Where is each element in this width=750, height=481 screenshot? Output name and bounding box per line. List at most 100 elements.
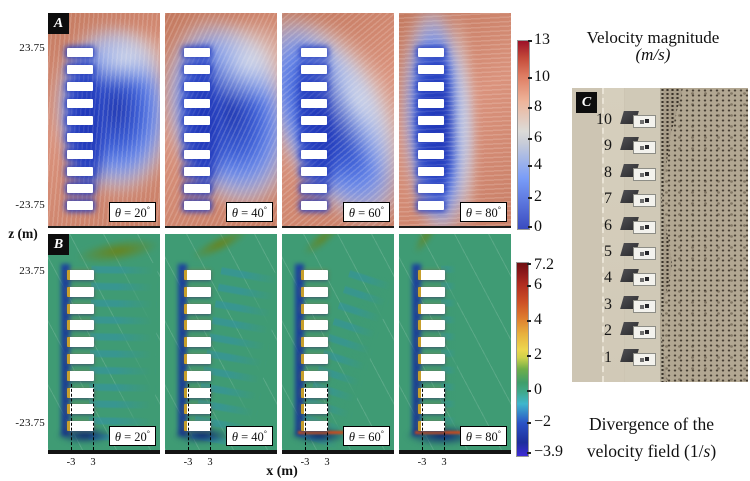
building-body (633, 141, 656, 154)
building-block (184, 303, 211, 314)
building-block (67, 421, 94, 432)
divergence-blob (56, 427, 114, 444)
building-icon (620, 136, 658, 155)
colorbar-tick-mark (527, 355, 531, 357)
colorbar-tick-mark (528, 40, 532, 42)
building-row: 2 (572, 321, 748, 340)
vegetation-texture (660, 88, 748, 382)
panel-c-label: C (576, 92, 597, 113)
colorbar-tick-mark (527, 285, 531, 287)
divergence-tick: 6 (534, 276, 542, 293)
x-axis-label: x (m) (266, 464, 298, 479)
building-block (301, 320, 328, 331)
building-row: 4 (572, 268, 748, 287)
building-number: 7 (604, 190, 612, 207)
building-block (418, 82, 444, 91)
panel-a-theta-20: A θ = 20° (48, 13, 160, 228)
z-tick-top-b: 23.75 (19, 265, 45, 277)
building-block (184, 404, 211, 415)
building-row: 10 (572, 110, 748, 129)
building-block (67, 133, 93, 142)
divergence-tick: 4 (534, 311, 542, 328)
building-icon (620, 216, 658, 235)
building-icon (620, 268, 658, 287)
convergence-strip (178, 264, 187, 436)
building-column (165, 234, 277, 450)
building-body (633, 247, 656, 260)
building-block (184, 320, 211, 331)
streamline-texture (399, 13, 511, 226)
colorbar-tick-mark (528, 77, 532, 79)
panel-a-label: A (48, 13, 69, 34)
building-icon (620, 242, 658, 261)
building-block (67, 48, 93, 57)
building-block (301, 270, 328, 280)
velocity-tick: 2 (534, 188, 542, 205)
building-block (184, 150, 210, 159)
building-block (418, 150, 444, 159)
building-row: 7 (572, 189, 748, 208)
theta-label: θ = 40° (225, 425, 273, 446)
building-column (165, 13, 277, 226)
x-tick: -3 (300, 457, 310, 468)
building-block (418, 387, 445, 398)
divergence-caption-line2: velocity field (1/s) (586, 441, 717, 461)
divergence-tick: 0 (534, 381, 542, 398)
building-block (418, 354, 445, 364)
building-icon (620, 348, 658, 367)
colorbar-tick-mark (528, 165, 532, 167)
building-block (67, 82, 93, 91)
building-block (301, 48, 327, 57)
building-block (418, 320, 445, 331)
colorbar-tick-mark (528, 107, 532, 109)
panel-b-label: B (48, 234, 69, 255)
streamline-texture (48, 13, 160, 226)
building-number: 4 (604, 269, 612, 286)
convergence-strip (61, 264, 70, 436)
building-row: 8 (572, 163, 748, 182)
building-block (67, 270, 94, 280)
building-block (418, 184, 444, 193)
building-block (418, 286, 445, 297)
building-body (633, 300, 656, 313)
building-number: 2 (604, 322, 612, 339)
building-block (67, 404, 94, 415)
building-block (184, 337, 211, 348)
building-block (418, 270, 445, 280)
building-block (67, 370, 94, 381)
building-block (184, 370, 211, 381)
building-block (184, 421, 211, 432)
building-block (418, 404, 445, 415)
z-tick-bottom-a: -23.75 (15, 199, 45, 211)
building-block (184, 99, 210, 108)
building-block (67, 320, 94, 331)
building-block (67, 354, 94, 364)
building-row: 1 (572, 348, 748, 367)
building-column (282, 13, 394, 226)
divergence-colorbar (516, 262, 529, 457)
building-block (67, 201, 93, 210)
z-tick-top-a: 23.75 (19, 42, 45, 54)
building-block (67, 387, 94, 398)
x-tick: -3 (417, 457, 427, 468)
x-dash-right (210, 384, 211, 450)
panel-a-theta-40: θ = 40° (165, 13, 277, 228)
z-axis-label: z (m) (8, 226, 38, 241)
building-block (67, 99, 93, 108)
building-row: 3 (572, 295, 748, 314)
building-block (301, 387, 328, 398)
building-block (184, 286, 211, 297)
panel-b-theta-20: B θ = 20° (48, 234, 160, 454)
velocity-tick: 6 (534, 129, 542, 146)
x-dash-left (305, 384, 306, 450)
building-row: 5 (572, 242, 748, 261)
x-tick: 3 (90, 457, 96, 468)
z-tick-bottom-b: -23.75 (15, 417, 45, 429)
colorbar-tick-mark (528, 138, 532, 140)
building-body (633, 194, 656, 207)
divergence-blob (173, 427, 231, 444)
building-block (67, 65, 93, 74)
building-number: 5 (604, 243, 612, 260)
velocity-colorbar (517, 40, 530, 230)
colorbar-tick-mark (527, 320, 531, 322)
